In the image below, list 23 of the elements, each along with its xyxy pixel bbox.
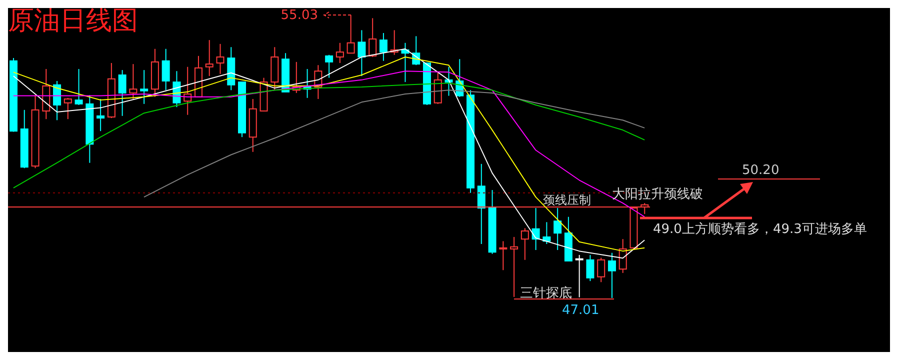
candlestick	[216, 43, 224, 74]
text: 47.01	[561, 302, 600, 320]
candlestick	[554, 208, 562, 251]
annotation: 大阳拉升颈线破	[611, 186, 704, 204]
candlestick	[96, 98, 105, 132]
candlestick	[140, 70, 148, 104]
text: 49.0上方顺势看多，49.3可进场多单	[652, 221, 868, 239]
candlestick	[42, 68, 50, 120]
candlestick	[336, 42, 344, 64]
candlestick	[358, 30, 366, 77]
annotation: 55.03	[280, 7, 319, 25]
text: 50.20	[741, 162, 780, 180]
candlestick	[520, 228, 529, 260]
candlestick	[205, 40, 214, 77]
chart-title: 原油日线图	[8, 7, 138, 38]
candlestick	[248, 98, 257, 152]
candlestick	[118, 70, 126, 116]
annotation: 三针探底	[519, 285, 573, 303]
candlestick	[477, 163, 486, 245]
candlestick	[499, 240, 508, 271]
candlestick	[162, 48, 170, 91]
candlestick	[510, 236, 518, 298]
ref-line-label: 颈线压制	[543, 192, 591, 207]
